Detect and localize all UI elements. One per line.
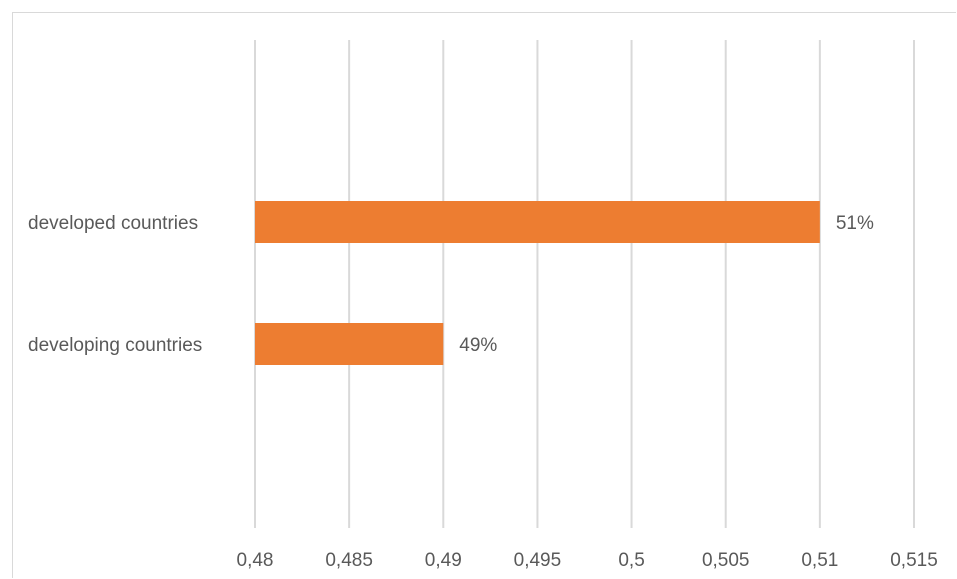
x-tick-label: 0,49 <box>425 550 462 571</box>
data-label: 51% <box>836 213 874 234</box>
x-tick-label: 0,495 <box>514 550 562 571</box>
x-tick-label: 0,515 <box>890 550 938 571</box>
x-tick-label: 0,485 <box>325 550 373 571</box>
bar <box>255 323 444 365</box>
labels: 0,48 0,485 0,49 0,495 0,5 0,505 0,51 0,515 devel… <box>28 213 938 571</box>
bars <box>255 201 820 365</box>
x-tick-label: 0,51 <box>801 550 838 571</box>
x-tick-label: 0,5 <box>618 550 644 571</box>
data-label: 49% <box>459 335 497 356</box>
category-label: developing countries <box>28 335 202 356</box>
x-tick-label: 0,505 <box>702 550 750 571</box>
category-label: developed countries <box>28 213 198 234</box>
gridlines <box>254 40 915 528</box>
x-tick-label: 0,48 <box>237 550 274 571</box>
bar <box>255 201 820 243</box>
chart-frame <box>12 12 956 578</box>
